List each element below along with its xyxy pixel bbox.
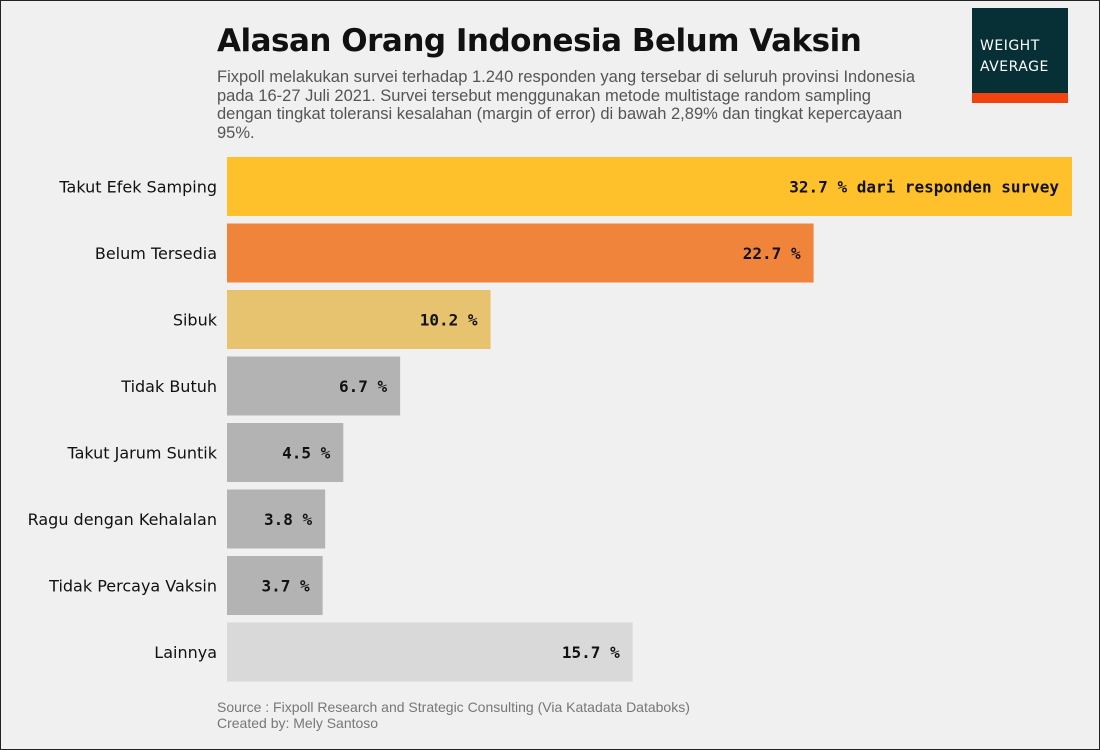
category-label: Takut Jarum Suntik: [66, 444, 217, 463]
value-label: 15.7 %: [562, 643, 620, 662]
category-label: Lainnya: [154, 643, 217, 662]
category-label: Tidak Percaya Vaksin: [48, 577, 217, 596]
bar-1: [227, 223, 814, 283]
chart-subtitle: Fixpoll melakukan survei terhadap 1.240 …: [217, 68, 916, 142]
value-label: 3.7 %: [261, 577, 310, 596]
category-label: Belum Tersedia: [95, 244, 217, 263]
bar-chart: Takut Efek Samping 32.7 % dari responden …: [28, 157, 1072, 682]
bar-3: [227, 356, 401, 416]
chart-source: Source : Fixpoll Research and Strategic …: [217, 699, 690, 731]
category-label: Tidak Butuh: [120, 377, 217, 396]
chart-title: Alasan Orang Indonesia Belum Vaksin: [217, 23, 862, 59]
category-label: Ragu dengan Kehalalan: [28, 510, 217, 529]
weight-average-logo: WEIGHT AVERAGE: [972, 8, 1068, 103]
bar-0: [227, 157, 1072, 216]
value-label: 4.5 %: [282, 444, 331, 463]
value-label: 22.7 %: [743, 244, 801, 263]
logo-line-2: AVERAGE: [980, 59, 1049, 75]
created-by-line: Created by: Mely Santoso: [217, 715, 379, 731]
category-label: Takut Efek Samping: [58, 178, 217, 197]
bar-2: [227, 290, 491, 349]
bar-6: [227, 556, 323, 615]
logo-line-1: WEIGHT: [980, 38, 1040, 54]
value-label: 6.7 %: [339, 377, 388, 396]
bar-5: [227, 489, 326, 549]
bar-7: [227, 622, 633, 682]
bar-4: [227, 423, 344, 482]
category-label: Sibuk: [173, 311, 218, 330]
source-line: Source : Fixpoll Research and Strategic …: [217, 699, 690, 715]
logo-stripe: [972, 93, 1068, 103]
value-label: 10.2 %: [420, 311, 478, 330]
logo-text: WEIGHT AVERAGE: [980, 36, 1066, 78]
value-label: 32.7 % dari responden survey: [789, 178, 1059, 197]
value-label: 3.8 %: [264, 510, 313, 529]
